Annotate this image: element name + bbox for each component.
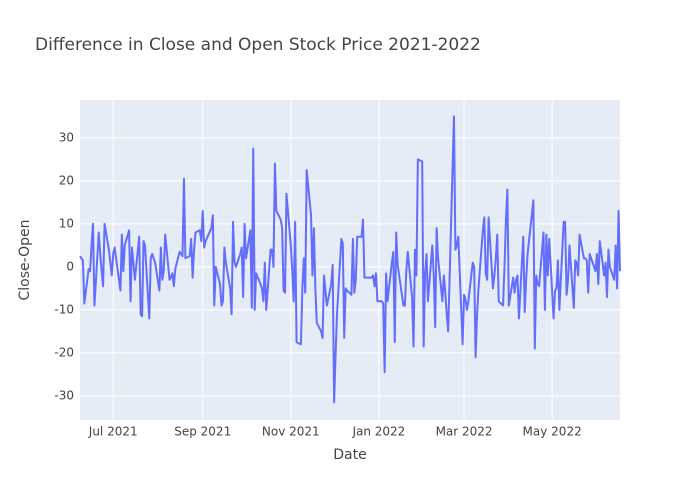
x-axis-title: Date bbox=[333, 447, 366, 463]
plot-area bbox=[80, 100, 620, 420]
y-tick-label: 10 bbox=[59, 216, 74, 230]
y-tick-label: 30 bbox=[59, 130, 74, 144]
y-tick-label: -20 bbox=[54, 345, 74, 359]
x-tick-label: Nov 2021 bbox=[262, 425, 320, 439]
x-tick-label: Jan 2022 bbox=[351, 425, 405, 439]
x-tick-label: Jul 2021 bbox=[88, 425, 138, 439]
y-tick-label: -10 bbox=[54, 302, 74, 316]
y-tick-label: -30 bbox=[54, 388, 74, 402]
x-tick-label: Sep 2021 bbox=[174, 425, 231, 439]
y-axis-title: Close-Open bbox=[17, 220, 33, 301]
chart-title: Difference in Close and Open Stock Price… bbox=[35, 35, 481, 55]
y-tick-label: 20 bbox=[59, 173, 74, 187]
x-tick-label: May 2022 bbox=[523, 425, 582, 439]
line-series bbox=[79, 115, 621, 404]
y-tick-label: 0 bbox=[66, 259, 74, 273]
x-tick-label: Mar 2022 bbox=[436, 425, 493, 439]
